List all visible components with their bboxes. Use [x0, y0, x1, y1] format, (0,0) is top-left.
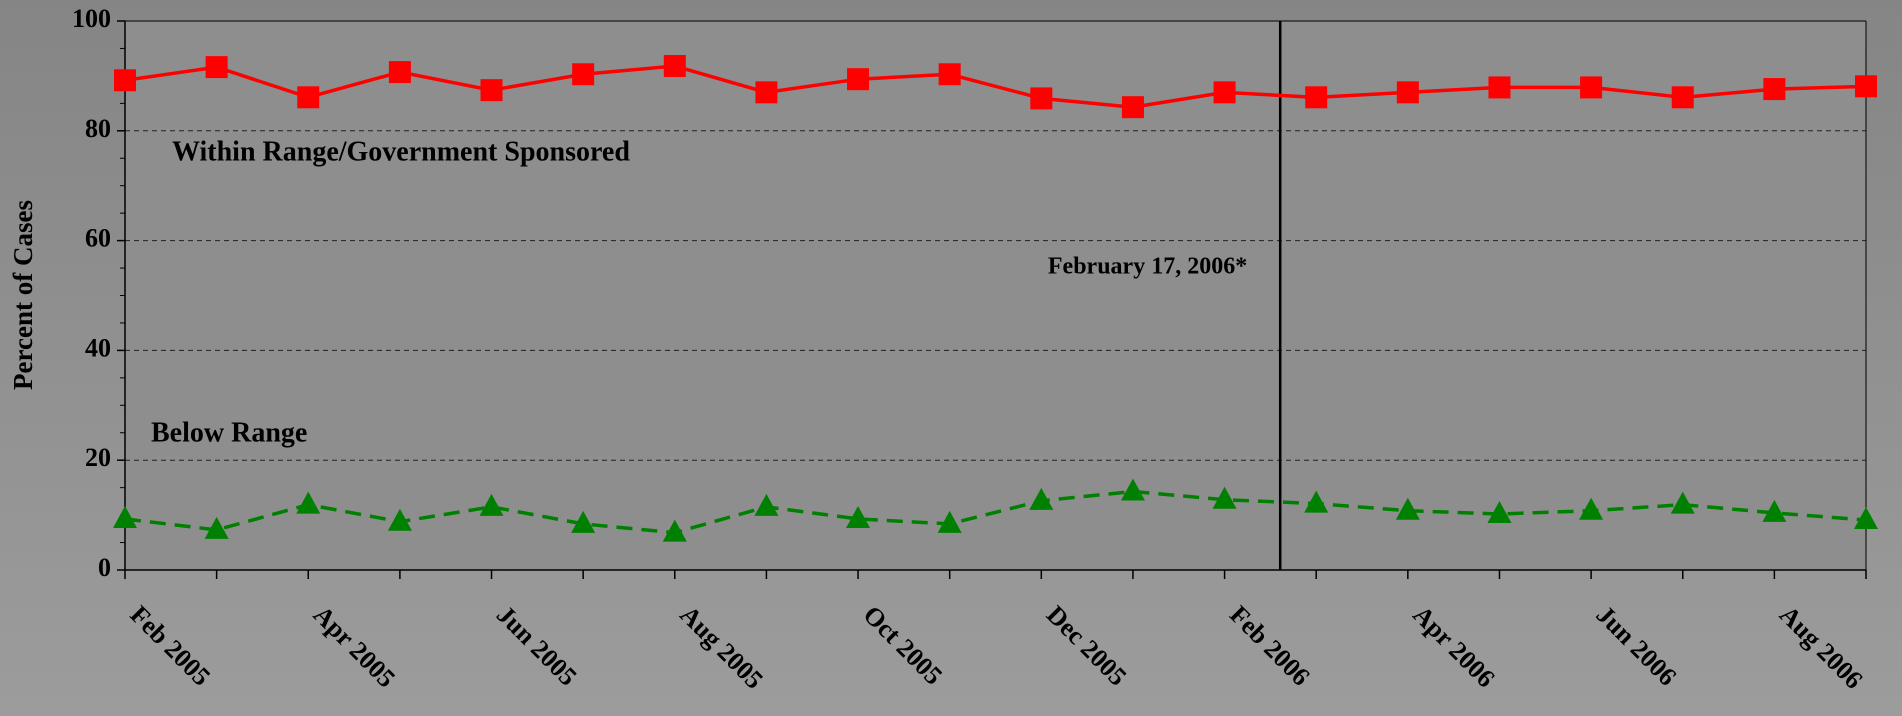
marker — [1488, 76, 1511, 99]
marker — [1580, 76, 1603, 99]
x-tick-label: Jun 2006 — [1591, 600, 1683, 692]
marker — [1121, 96, 1144, 119]
marker — [113, 505, 137, 528]
x-tick-label: Aug 2006 — [1774, 600, 1869, 695]
marker — [1395, 497, 1420, 520]
marker — [937, 510, 962, 533]
marker — [662, 519, 687, 542]
marker — [1304, 490, 1329, 513]
marker — [1763, 78, 1786, 101]
marker — [1120, 478, 1145, 501]
marker — [1212, 486, 1237, 509]
marker — [1670, 491, 1695, 514]
y-tick-label: 40 — [85, 333, 111, 362]
y-tick-label: 0 — [98, 553, 111, 582]
marker — [1029, 487, 1054, 510]
marker — [1855, 75, 1877, 98]
marker — [1671, 86, 1694, 109]
marker — [388, 61, 411, 84]
marker — [572, 63, 595, 86]
y-tick-label: 80 — [85, 114, 111, 143]
marker — [938, 63, 961, 86]
marker — [755, 81, 778, 104]
series-line — [124, 489, 1867, 535]
marker — [1396, 81, 1419, 104]
y-tick-label: 60 — [85, 224, 111, 253]
marker — [847, 68, 870, 91]
marker — [480, 79, 503, 102]
marker — [663, 55, 686, 78]
y-tick-label: 20 — [85, 443, 111, 472]
marker — [1762, 499, 1787, 522]
marker — [387, 508, 412, 531]
annotation: February 17, 2006* — [1048, 254, 1247, 280]
marker — [296, 491, 321, 514]
marker — [114, 69, 136, 92]
marker — [571, 510, 596, 533]
x-tick-label: Apr 2005 — [308, 600, 401, 693]
x-tick-label: Jun 2005 — [491, 600, 583, 692]
series-label: Within Range/Government Sponsored — [172, 136, 630, 167]
marker — [846, 505, 871, 528]
y-axis-label: Percent of Cases — [8, 200, 38, 390]
x-tick-label: Feb 2005 — [125, 600, 216, 691]
x-tick-label: Dec 2005 — [1041, 600, 1132, 691]
x-tick-label: Apr 2006 — [1407, 600, 1500, 693]
series-line — [124, 64, 1867, 109]
x-tick-label: Oct 2005 — [858, 600, 948, 690]
marker — [1305, 86, 1328, 109]
plot-area — [125, 21, 1866, 570]
marker — [1579, 497, 1604, 520]
marker — [204, 516, 229, 539]
marker — [205, 56, 228, 79]
marker — [754, 493, 779, 516]
marker — [1030, 87, 1053, 110]
series-label: Below Range — [151, 417, 307, 448]
marker — [297, 86, 320, 109]
marker — [1487, 501, 1512, 524]
y-tick-label: 100 — [72, 4, 111, 33]
x-tick-label: Feb 2006 — [1224, 600, 1315, 691]
marker — [1854, 507, 1878, 530]
marker — [1213, 81, 1236, 104]
marker — [479, 493, 504, 516]
x-tick-label: Aug 2005 — [674, 600, 769, 695]
